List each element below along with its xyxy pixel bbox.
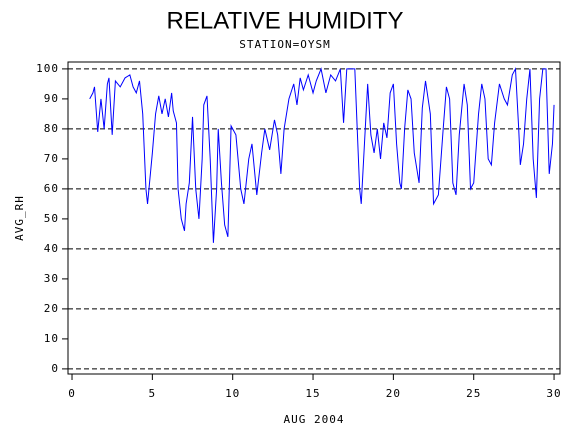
x-tick-label: 20 [386,387,401,400]
y-tick-label: 50 [44,212,59,225]
x-tick-label: 30 [546,387,561,400]
x-tick-label: 15 [305,387,320,400]
x-tick-label: 5 [149,387,157,400]
plot-frame [67,61,561,375]
chart-title: RELATIVE HUMIDITY [167,7,404,34]
y-axis-label: AVG_RH [13,195,26,241]
chart-subtitle: STATION=OYSM [239,38,330,51]
x-tick-label: 10 [225,387,240,400]
y-tick-label: 80 [44,122,59,135]
y-tick-label: 30 [44,272,59,285]
y-tick-label: 70 [44,152,59,165]
y-tick-label: 10 [44,332,59,345]
y-tick-label: 40 [44,242,59,255]
data-line [89,67,555,243]
x-tick-label: 0 [68,387,76,400]
y-tick-label: 20 [44,302,59,315]
x-axis-label: AUG 2004 [284,413,345,426]
x-tick-label: 25 [466,387,481,400]
y-tick-label: 0 [51,362,59,375]
y-tick-label: 100 [36,62,59,75]
y-tick-label: 60 [44,182,59,195]
y-tick-label: 90 [44,92,59,105]
